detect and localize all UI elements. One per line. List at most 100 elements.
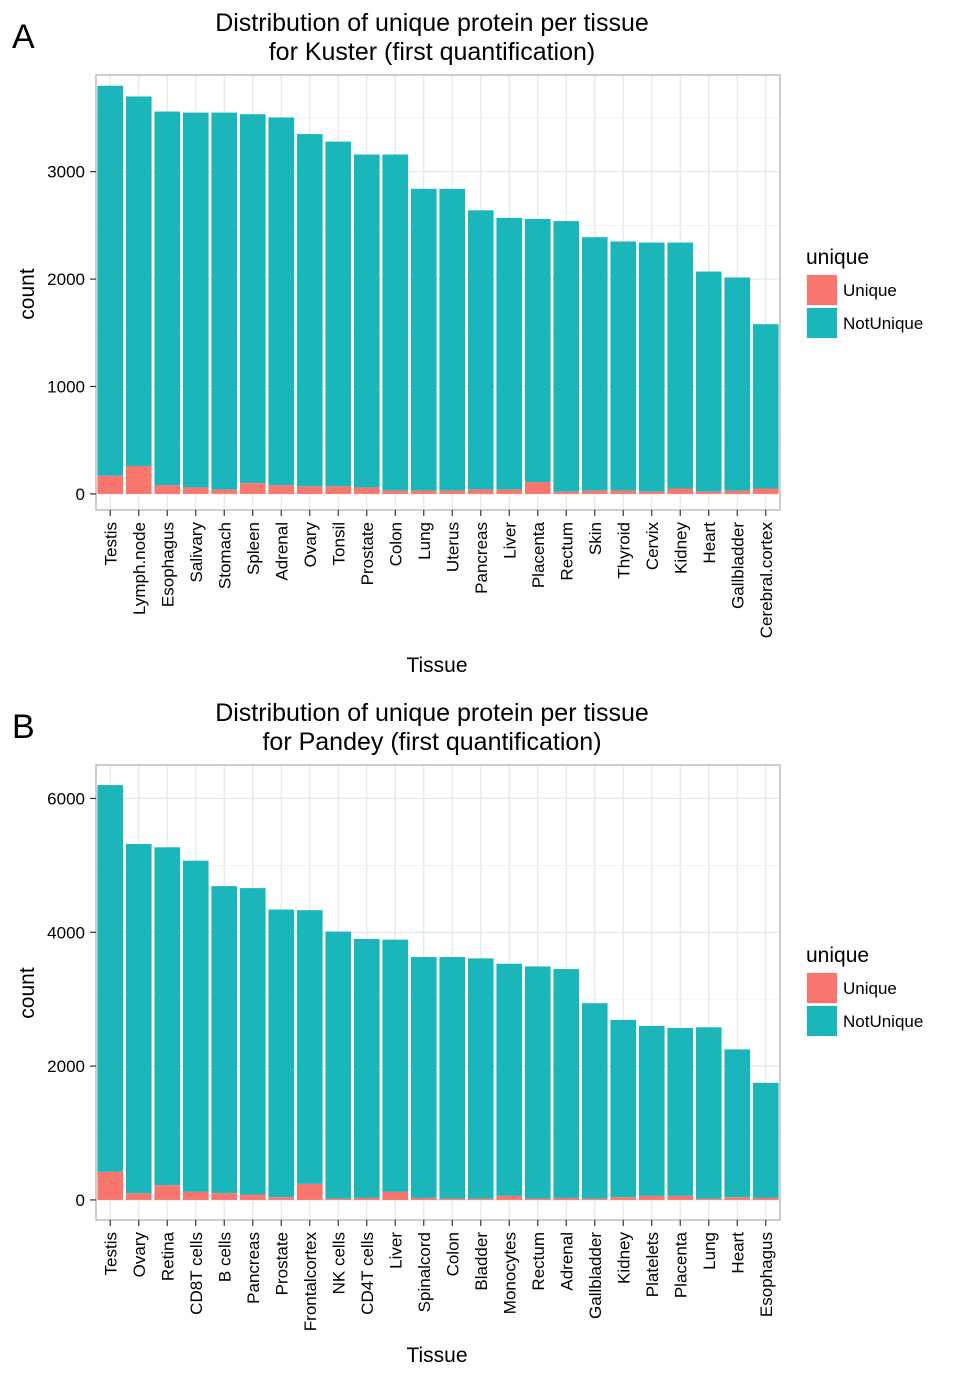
x-tick-label: Prostate <box>358 522 377 585</box>
bar-notunique <box>496 217 523 490</box>
bar-unique <box>752 1197 779 1200</box>
x-tick-label: Rectum <box>557 522 576 581</box>
bar-notunique <box>581 1003 608 1199</box>
legend-title: unique <box>806 246 869 269</box>
x-axis-title: Tissue <box>406 654 467 677</box>
panel-label-b: B <box>12 708 35 746</box>
bar-unique <box>296 1183 323 1200</box>
bar-unique <box>439 490 466 494</box>
bar-notunique <box>439 957 466 1199</box>
bar-notunique <box>410 957 437 1198</box>
bar-notunique <box>467 958 494 1199</box>
bar-unique <box>695 1198 722 1200</box>
bar-unique <box>182 1191 209 1200</box>
x-tick-label: Liver <box>386 1232 405 1269</box>
x-tick-label: Liver <box>500 522 519 559</box>
legend-swatch-unique <box>807 973 837 1003</box>
x-tick-label: Stomach <box>215 522 234 589</box>
bar-notunique <box>638 242 665 492</box>
bar-notunique <box>296 910 323 1184</box>
legend: unique Unique NotUnique <box>806 944 923 1037</box>
plot-background <box>96 765 780 1220</box>
bar-unique <box>553 491 580 494</box>
bar-unique <box>610 490 637 494</box>
bar-unique <box>410 490 437 494</box>
panel-label-a: A <box>12 18 35 56</box>
y-tick-label: 2000 <box>47 1057 85 1076</box>
bar-unique <box>610 1197 637 1200</box>
y-axis-title: count <box>16 967 39 1019</box>
bar-notunique <box>211 886 238 1194</box>
x-tick-label: Heart <box>728 1232 747 1274</box>
bar-notunique <box>581 237 608 491</box>
legend-title: unique <box>806 944 869 967</box>
x-tick-label: NK cells <box>329 1232 348 1294</box>
bar-notunique <box>610 241 637 491</box>
bar-unique <box>524 1198 551 1200</box>
bar-unique <box>467 1198 494 1200</box>
x-tick-label: Thyroid <box>614 522 633 579</box>
bar-unique <box>496 489 523 494</box>
bar-notunique <box>553 969 580 1198</box>
x-tick-label: Prostate <box>272 1232 291 1295</box>
x-tick-label: Esophagus <box>757 1232 776 1317</box>
plot-border <box>95 764 781 1221</box>
bar-unique <box>325 1198 352 1200</box>
bar-unique <box>638 1195 665 1200</box>
bar-notunique <box>467 210 494 490</box>
x-axis-title: Tissue <box>406 1344 467 1367</box>
x-tick-label: Retina <box>158 1231 177 1281</box>
bar-unique <box>296 486 323 494</box>
x-tick-label: Placenta <box>529 521 548 588</box>
bar-unique <box>353 1197 380 1200</box>
bar-notunique <box>724 277 751 491</box>
x-tick-label: Bladder <box>472 1232 491 1291</box>
x-tick-label: Lymph.node <box>130 522 149 615</box>
chart-a-svg: Distribution of unique protein per tissu… <box>16 9 923 677</box>
x-tick-label: Tonsil <box>329 522 348 565</box>
y-tick-label: 2000 <box>47 270 85 289</box>
bar-notunique <box>439 188 466 491</box>
bar-unique <box>695 491 722 494</box>
x-tick-label: Colon <box>386 522 405 566</box>
plot-area: 0 2000 4000 6000 Testis Ovary Retina CD8T cells… <box>47 764 781 1331</box>
y-tick-label: 4000 <box>47 923 85 942</box>
x-tick-label: Adrenal <box>272 522 291 581</box>
bar-unique <box>125 465 152 494</box>
bar-notunique <box>752 1082 779 1198</box>
x-tick-label: B cells <box>215 1232 234 1282</box>
chart-b-svg: Distribution of unique protein per tissu… <box>16 699 923 1367</box>
bar-notunique <box>296 134 323 487</box>
x-tick-label: Esophagus <box>158 522 177 607</box>
bar-unique <box>724 490 751 494</box>
x-tick-label: Uterus <box>443 522 462 572</box>
bar-notunique <box>524 966 551 1199</box>
bar-unique <box>724 1197 751 1200</box>
chart-title-line-2: for Pandey (first quantification) <box>262 728 601 756</box>
bar-unique <box>667 1195 694 1200</box>
plot-area: 0 1000 2000 3000 Testis Lymph.node Esophagus Sa… <box>47 74 781 638</box>
bar-unique <box>467 489 494 494</box>
chart-panel-b: B Distribution of unique protein per tis… <box>0 690 966 1380</box>
bar-notunique <box>211 112 238 490</box>
bar-unique <box>581 490 608 494</box>
bar-notunique <box>182 112 209 488</box>
bar-unique <box>154 485 181 494</box>
bar-unique <box>125 1193 152 1200</box>
bar-notunique <box>724 1049 751 1198</box>
bar-notunique <box>695 271 722 492</box>
bar-unique <box>382 490 409 494</box>
x-tick-label: Rectum <box>529 1232 548 1291</box>
y-axis-title: count <box>16 268 39 320</box>
bar-notunique <box>353 938 380 1198</box>
legend-label-unique: Unique <box>843 281 897 300</box>
bar-notunique <box>752 324 779 489</box>
x-tick-label: Colon <box>443 1232 462 1276</box>
bar-unique <box>581 1198 608 1200</box>
bar-unique <box>667 488 694 494</box>
bar-notunique <box>239 888 266 1195</box>
x-tick-label: Platelets <box>643 1232 662 1297</box>
x-tick-label: Testis <box>101 522 120 565</box>
y-tick-label: 6000 <box>47 789 85 808</box>
x-tick-label: Adrenal <box>557 1232 576 1291</box>
